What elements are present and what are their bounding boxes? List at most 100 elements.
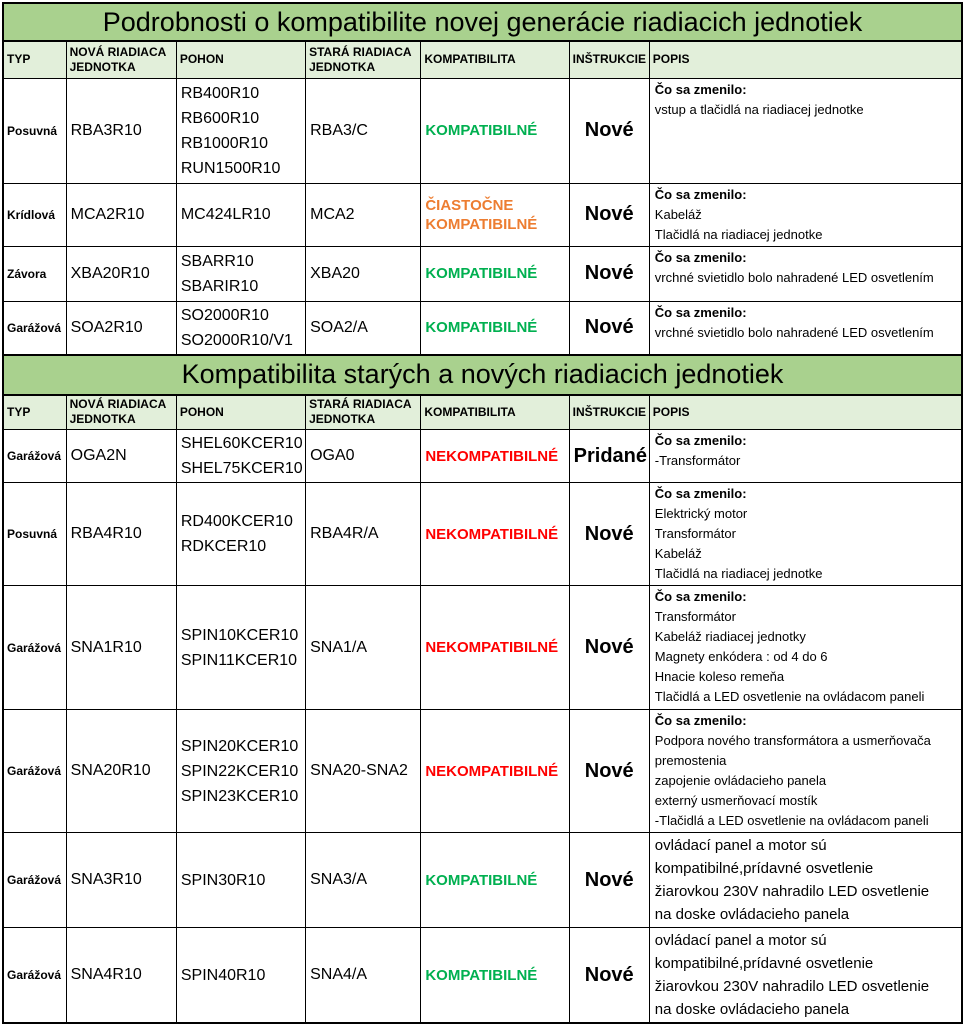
description-cell: Čo sa zmenilo: Kabeláž Tlačidlá na riadiac… xyxy=(648,182,963,247)
drive-model: RUN1500R10 xyxy=(180,159,281,177)
description-cell: Čo sa zmenilo: Transformátor Kabeláž riadi… xyxy=(648,585,963,710)
new-unit-cell: XBA20R10 xyxy=(65,245,177,302)
table-section-old-vs-new: Kompatibilita starých a nových riadiacic… xyxy=(2,355,963,1024)
old-unit-cell: SNA4/A xyxy=(305,927,422,1024)
description-line: zapojenie ovládacieho panela xyxy=(654,773,827,788)
drive-model: SHEL60KCER10 xyxy=(180,435,303,452)
drive-model: SBARR10 xyxy=(180,252,254,270)
gate-type-cell: Posuvná xyxy=(2,77,67,184)
drive-model: RDKCER10 xyxy=(180,538,267,555)
table-row: Závora XBA20R10 SBARR10 SBARIR10 XBA20 KOMPAT… xyxy=(2,245,963,302)
instructions-cell: Nové xyxy=(568,927,650,1024)
description-line: -Transformátor xyxy=(654,453,741,468)
description-line: žiarovkou 230V nahradilo LED osvetlenie xyxy=(654,978,930,995)
description-cell: ovládací panel a motor sú kompatibilné,pr… xyxy=(648,832,963,928)
drive-cell: RB400R10 RB600R10 RB1000R10 RUN1500R10 xyxy=(175,77,307,184)
description-cell: Čo sa zmenilo: Elektrický motor Transformá… xyxy=(648,482,963,586)
gate-type-cell: Garážová xyxy=(2,709,67,833)
drive-cell: RD400KCER10 RDKCER10 xyxy=(175,482,307,586)
column-header: KOMPATIBILITA xyxy=(420,394,570,430)
new-unit-cell: RBA3R10 xyxy=(65,77,177,184)
table-row: Garážová SNA3R10 SPIN30R10 SNA3/A KOMPATIBIL… xyxy=(2,832,963,928)
old-unit-cell: SOA2/A xyxy=(305,300,422,355)
gate-type-cell: Krídlová xyxy=(2,182,67,247)
drive-model: RB400R10 xyxy=(180,84,260,102)
old-unit-cell: SNA3/A xyxy=(305,832,422,928)
description-line: Kabeláž riadiacej jednotky xyxy=(654,629,806,644)
table1-header: TYP NOVÁ RIADIACA JEDNOTKA POHON STARÁ RIAD… xyxy=(2,40,963,79)
column-header: POPIS xyxy=(648,40,963,79)
instructions-cell: Nové xyxy=(568,585,650,710)
new-unit-cell: SNA20R10 xyxy=(65,709,177,833)
old-unit-cell: XBA20 xyxy=(305,245,422,302)
gate-type-cell: Garážová xyxy=(2,429,67,483)
description-line: kompatibilné,prídavné osvetlenie xyxy=(654,955,874,972)
table-row: Garážová SNA4R10 SPIN40R10 SNA4/A KOMPATIBIL… xyxy=(2,927,963,1024)
table-row: Krídlová MCA2R10 MC424LR10 MCA2 ČIASTOČNE KO… xyxy=(2,182,963,247)
description-heading: Čo sa zmenilo: xyxy=(654,81,747,97)
drive-cell: SBARR10 SBARIR10 xyxy=(175,245,307,302)
description-line: Hnacie koleso remeňa xyxy=(654,669,785,684)
description-cell: Čo sa zmenilo: -Transformátor xyxy=(648,429,963,483)
compatibility-cell: KOMPATIBILNÉ xyxy=(420,927,570,1024)
description-cell: Čo sa zmenilo: vrchné svietidlo bolo nahr… xyxy=(648,245,963,302)
table2-title: Kompatibilita starých a nových riadiacic… xyxy=(2,355,963,394)
drive-cell: SO2000R10 SO2000R10/V1 xyxy=(175,300,307,355)
drive-cell: MC424LR10 xyxy=(175,182,307,247)
gate-type-cell: Garážová xyxy=(2,585,67,710)
compatibility-cell: NEKOMPATIBILNÉ xyxy=(420,429,570,483)
new-unit-cell: SNA3R10 xyxy=(65,832,177,928)
description-heading: Čo sa zmenilo: xyxy=(654,486,747,501)
description-cell: ovládací panel a motor sú kompatibilné,pr… xyxy=(648,927,963,1024)
column-header: TYP xyxy=(2,40,67,79)
description-line: -Tlačidlá a LED osvetlenie na ovládacom … xyxy=(654,813,929,828)
description-line: vstup a tlačidlá na riadiacej jednotke xyxy=(654,101,864,117)
drive-model: SPIN11KCER10 xyxy=(180,651,298,669)
table-row: Posuvná RBA3R10 RB400R10 RB600R10 RB1000R10 R… xyxy=(2,77,963,184)
gate-type-cell: Garážová xyxy=(2,927,67,1024)
description-line: kompatibilné,prídavné osvetlenie xyxy=(654,860,874,877)
table-row: Garážová SNA1R10 SPIN10KCER10 SPIN11KCER10 S… xyxy=(2,585,963,710)
column-header: TYP xyxy=(2,394,67,430)
table-row: Garážová OGA2N SHEL60KCER10 SHEL75KCER10 OGA… xyxy=(2,429,963,483)
table-row: Posuvná RBA4R10 RD400KCER10 RDKCER10 RBA4R/A… xyxy=(2,482,963,586)
new-unit-cell: MCA2R10 xyxy=(65,182,177,247)
drive-model: SPIN40R10 xyxy=(180,966,266,984)
description-line: Transformátor xyxy=(654,526,736,541)
instructions-cell: Nové xyxy=(568,182,650,247)
old-unit-cell: SNA1/A xyxy=(305,585,422,710)
description-heading: Čo sa zmenilo: xyxy=(654,249,747,265)
description-line: vrchné svietidlo bolo nahradené LED osve… xyxy=(654,269,934,285)
column-header: INŠTRUKCIE xyxy=(568,394,650,430)
drive-model: SHEL75KCER10 xyxy=(180,460,303,477)
column-header: POPIS xyxy=(648,394,963,430)
description-heading: Čo sa zmenilo: xyxy=(654,304,747,320)
description-line: Podpora nového transformátora a usmerňov… xyxy=(654,733,931,748)
drive-model: SO2000R10 xyxy=(180,306,269,324)
instructions-cell: Nové xyxy=(568,77,650,184)
new-unit-cell: OGA2N xyxy=(65,429,177,483)
description-line: Magnety enkódera : od 4 do 6 xyxy=(654,649,828,664)
gate-type-cell: Garážová xyxy=(2,832,67,928)
description-cell: Čo sa zmenilo: vstup a tlačidlá na riadia… xyxy=(648,77,963,184)
description-line: na doske ovládacieho panela xyxy=(654,906,850,923)
new-unit-cell: SNA1R10 xyxy=(65,585,177,710)
description-line: Kabeláž xyxy=(654,546,702,561)
description-line: premostenia xyxy=(654,753,727,768)
compatibility-cell: KOMPATIBILNÉ xyxy=(420,77,570,184)
new-unit-cell: SOA2R10 xyxy=(65,300,177,355)
compatibility-cell: NEKOMPATIBILNÉ xyxy=(420,709,570,833)
old-unit-cell: SNA20-SNA2 xyxy=(305,709,422,833)
table-row: Garážová SOA2R10 SO2000R10 SO2000R10/V1 SOA2… xyxy=(2,300,963,355)
column-header: POHON xyxy=(175,394,307,430)
drive-cell: SPIN30R10 xyxy=(175,832,307,928)
drive-model: SO2000R10/V1 xyxy=(180,331,293,349)
instructions-cell: Nové xyxy=(568,245,650,302)
table-section-new-generation: Podrobnosti o kompatibilite novej generá… xyxy=(2,2,963,356)
description-line: ovládací panel a motor sú xyxy=(654,837,827,854)
column-header: STARÁ RIADIACA JEDNOTKA xyxy=(305,40,422,79)
old-unit-cell: RBA4R/A xyxy=(305,482,422,586)
drive-cell: SPIN10KCER10 SPIN11KCER10 xyxy=(175,585,307,710)
column-header: NOVÁ RIADIACA JEDNOTKA xyxy=(65,40,177,79)
